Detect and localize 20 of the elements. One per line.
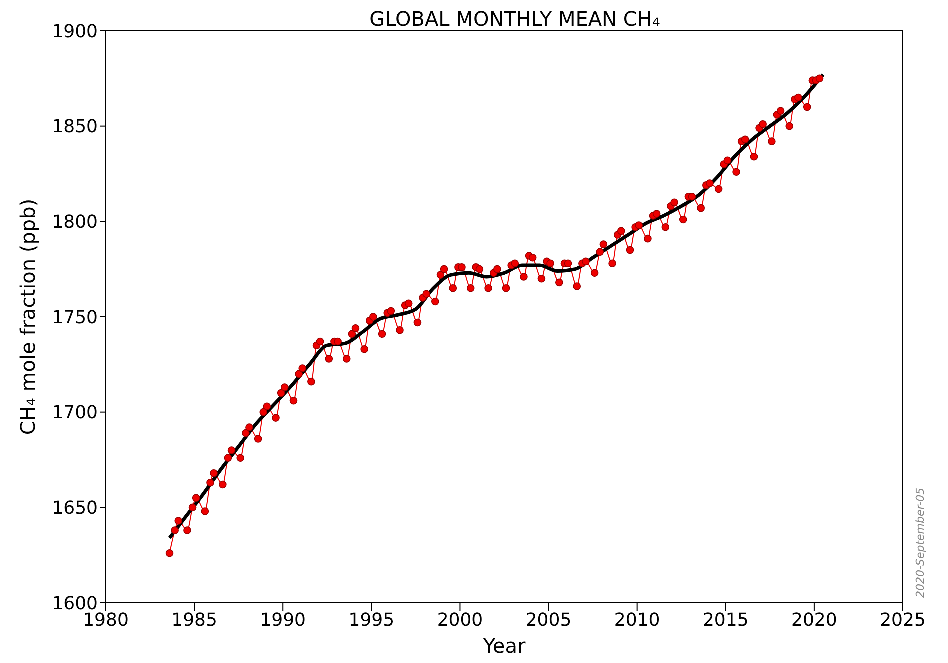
text: 2020-September-05: [914, 486, 928, 598]
y-tick-label: 1650: [52, 498, 98, 520]
y-tick-label: 1800: [52, 212, 98, 234]
x-tick-label: 2020: [792, 610, 838, 631]
y-tick-label: 1850: [52, 116, 98, 138]
x-tick-label: 1995: [348, 610, 395, 631]
x-tick-label: 2025: [880, 610, 926, 631]
x-tick-label: 1980: [83, 610, 129, 631]
x-axis-title: Year: [482, 634, 526, 658]
y-tick-label: 1700: [52, 402, 98, 424]
x-tick-label: 1985: [172, 610, 218, 631]
x-tick-label: 1990: [260, 610, 306, 631]
chart-title: GLOBAL MONTHLY MEAN CH₄: [368, 7, 662, 31]
y-tick-label: 1900: [52, 21, 98, 42]
x-tick-label: 2010: [614, 610, 660, 631]
x-tick-label: 2000: [437, 610, 484, 631]
x-tick-label: 2005: [526, 610, 572, 631]
x-tick-label: 2015: [702, 610, 749, 631]
y-axis-title: CH₄ mole fraction (ppb): [16, 198, 40, 436]
y-tick-label: 1750: [52, 307, 98, 328]
